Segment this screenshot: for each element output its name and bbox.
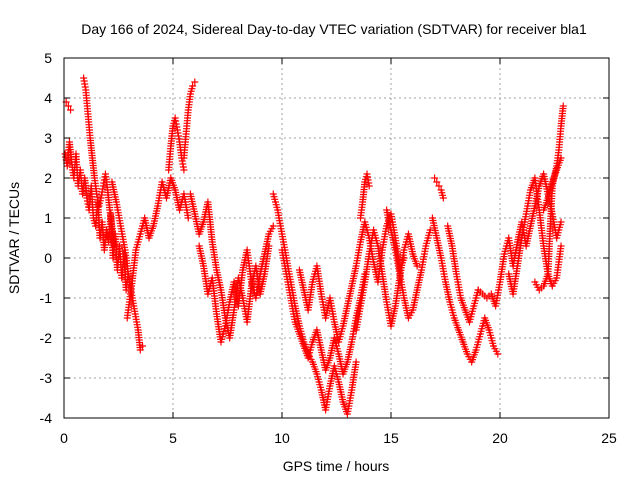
y-tick-label: -2 bbox=[40, 330, 53, 346]
series-segment-21 bbox=[531, 102, 567, 294]
series-segment-14 bbox=[356, 170, 373, 222]
y-tick-label: -3 bbox=[40, 370, 53, 386]
data-points bbox=[61, 74, 567, 418]
data-point bbox=[352, 358, 360, 366]
y-tick-label: -4 bbox=[40, 410, 53, 426]
y-tick-label: 3 bbox=[44, 130, 52, 146]
series-segment-7 bbox=[180, 78, 199, 162]
x-axis-label: GPS time / hours bbox=[283, 458, 390, 474]
x-tick-label: 15 bbox=[383, 430, 399, 446]
data-point bbox=[559, 102, 567, 110]
series-segment-11 bbox=[278, 246, 369, 378]
data-point bbox=[269, 222, 277, 230]
tick-labels: 0 5 10 15 20 25 -4 -3 -2 -1 0 1 2 3 4 5 bbox=[40, 50, 617, 446]
data-point bbox=[136, 346, 144, 354]
data-point bbox=[189, 82, 197, 90]
y-tick-label: 4 bbox=[44, 90, 52, 106]
y-tick-label: -1 bbox=[40, 290, 53, 306]
data-point bbox=[435, 182, 443, 190]
series-segment-16 bbox=[431, 174, 447, 202]
data-point bbox=[439, 194, 447, 202]
series-segment-3 bbox=[80, 74, 118, 250]
axis-ticks bbox=[63, 57, 610, 419]
data-point bbox=[557, 242, 565, 250]
x-tick-label: 25 bbox=[601, 430, 617, 446]
data-point bbox=[184, 214, 192, 222]
data-point bbox=[180, 166, 188, 174]
series-segment-17 bbox=[428, 214, 502, 366]
chart-title: Day 166 of 2024, Sidereal Day-to-day VTE… bbox=[81, 21, 587, 37]
data-point bbox=[67, 106, 75, 114]
data-point bbox=[110, 242, 118, 250]
y-axis-label: SDTVAR / TECUs bbox=[6, 182, 22, 294]
series-segment-4 bbox=[108, 178, 146, 354]
plot-frame bbox=[63, 57, 610, 419]
series-segment-1 bbox=[61, 138, 132, 294]
data-point bbox=[557, 154, 565, 162]
series-segment-15 bbox=[383, 206, 434, 322]
y-tick-label: 2 bbox=[44, 170, 52, 186]
x-tick-label: 20 bbox=[492, 430, 508, 446]
x-tick-label: 10 bbox=[274, 430, 290, 446]
series-segment-5 bbox=[123, 174, 192, 322]
data-point bbox=[138, 342, 146, 350]
data-point bbox=[431, 174, 439, 182]
data-point bbox=[365, 182, 373, 190]
data-point bbox=[557, 218, 565, 226]
series-segment-6 bbox=[165, 114, 188, 174]
y-tick-label: 0 bbox=[44, 250, 52, 266]
series-segment-9 bbox=[195, 222, 277, 346]
data-point bbox=[64, 102, 72, 110]
data-point bbox=[433, 178, 441, 186]
data-point bbox=[494, 350, 502, 358]
y-tick-label: 5 bbox=[44, 50, 52, 66]
data-point bbox=[413, 262, 421, 270]
series-segment-12 bbox=[295, 210, 408, 346]
y-tick-label: 1 bbox=[44, 210, 52, 226]
x-tick-label: 5 bbox=[169, 430, 177, 446]
data-point bbox=[191, 78, 199, 86]
series-segment-22 bbox=[540, 154, 565, 214]
x-tick-label: 0 bbox=[60, 430, 68, 446]
